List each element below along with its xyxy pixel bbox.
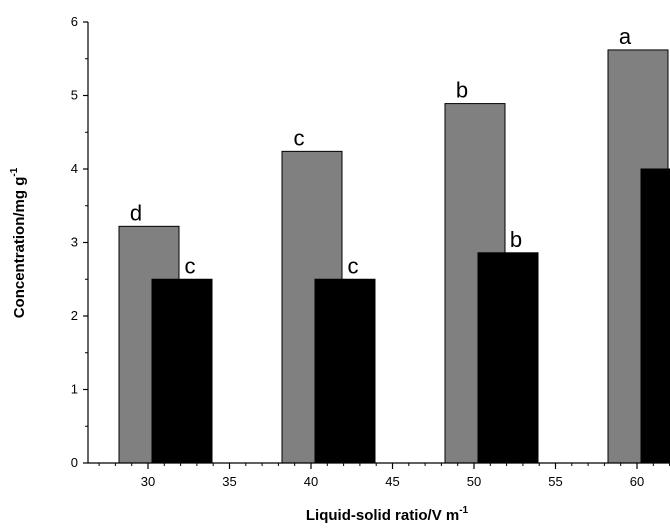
bar-label-series2-40: c [348,253,359,278]
bar-label-series2-50: b [510,227,522,252]
y-tick-label-2: 2 [71,308,78,323]
x-tick-label-35: 35 [222,474,236,489]
y-axis-title: Concentration/mg g-1 [9,167,28,318]
y-tick-label-6: 6 [71,14,78,29]
bars-group [118,49,670,464]
x-tick-label-60: 60 [630,474,644,489]
x-tick-label-50: 50 [467,474,481,489]
bar-label-series1-30: d [130,200,142,225]
x-tick-label-40: 40 [304,474,318,489]
x-tick-label-55: 55 [548,474,562,489]
bar-series2-30 [151,278,213,464]
x-tick-label-30: 30 [141,474,155,489]
y-tick-label-3: 3 [71,235,78,250]
y-tick-label-0: 0 [71,455,78,470]
y-tick-label-4: 4 [71,161,78,176]
bar-series2-50 [477,252,539,464]
bar-label-series2-30: c [185,253,196,278]
bar-label-series1-40: c [294,125,305,150]
bar-series2-60 [640,168,670,464]
x-tick-label-45: 45 [385,474,399,489]
y-tick-label-1: 1 [71,382,78,397]
bar-labels-group: dcbaccba [130,24,632,278]
bar-series2-40 [314,278,376,464]
bar-label-series1-50: b [456,78,468,103]
x-axis-title: Liquid-solid ratio/V m-1 [306,505,469,524]
bar-label-series1-60: a [619,24,632,49]
y-tick-label-5: 5 [71,88,78,103]
